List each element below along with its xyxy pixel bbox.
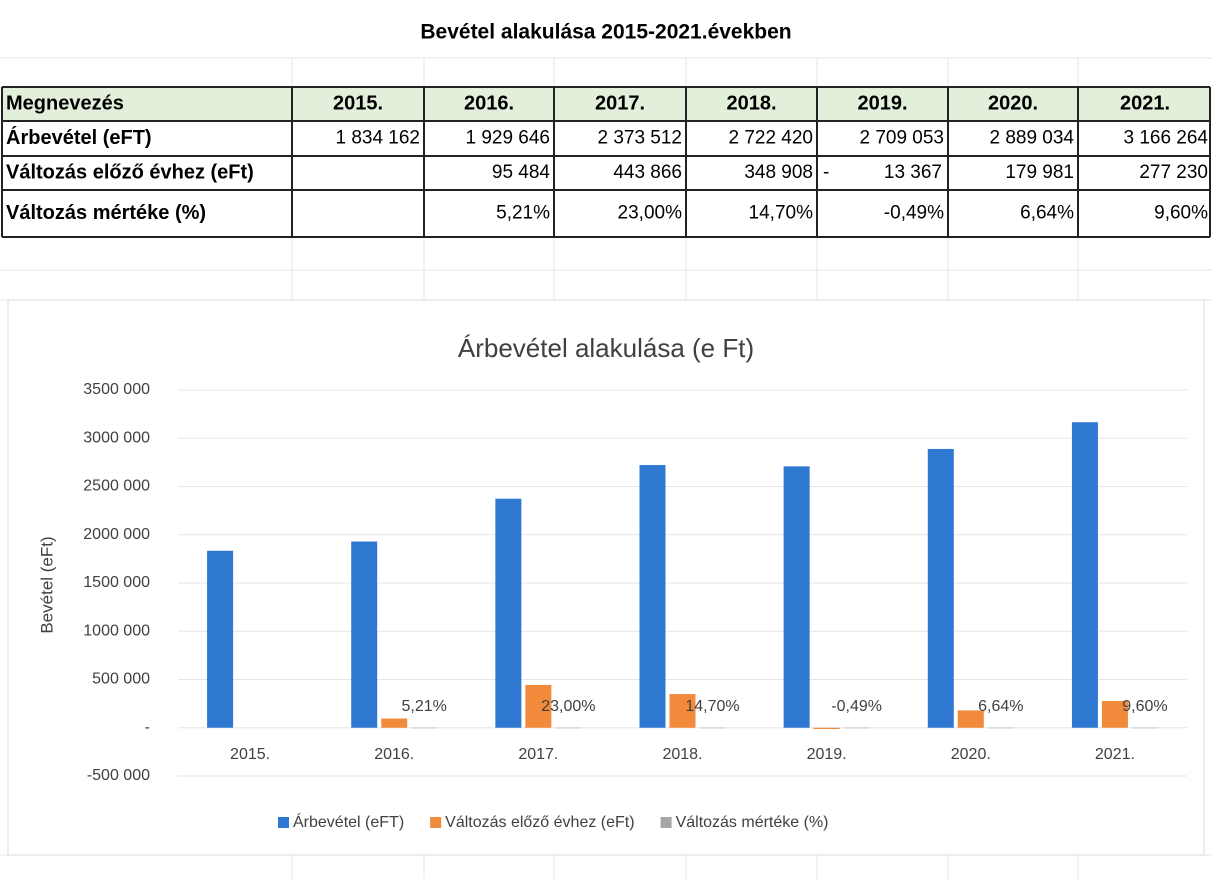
bar	[351, 541, 378, 728]
table-cell: 6,64%	[1020, 203, 1074, 224]
legend-label: Változás mértéke (%)	[676, 814, 829, 831]
y-tick-label: 3500 000	[83, 381, 150, 398]
data-label: 5,21%	[402, 698, 447, 715]
table-cell: 1 834 162	[335, 128, 420, 149]
x-tick-label: 2021.	[1095, 746, 1135, 763]
table-cell: 5,21%	[496, 203, 550, 224]
bar	[699, 727, 726, 729]
bar	[207, 550, 234, 728]
bar	[525, 684, 552, 728]
y-tick-label: 1500 000	[83, 574, 150, 591]
bar	[843, 727, 870, 729]
chart-area	[7, 299, 1205, 856]
bar	[957, 710, 984, 728]
table-cell: 443 866	[613, 162, 682, 183]
table-cell: Árbevétel (eFT)	[6, 126, 152, 149]
y-tick-label: 3000 000	[83, 429, 150, 446]
y-axis-title: Bevétel (eFt)	[37, 536, 56, 633]
y-tick-label: -	[145, 719, 150, 736]
table-header-cell: 2020.	[988, 92, 1038, 114]
table-header-cell: 2021.	[1120, 92, 1170, 114]
legend-swatch	[430, 817, 442, 828]
table-header-cell: 2015.	[333, 92, 383, 114]
table-cell: 348 908	[744, 162, 813, 183]
data-label: 6,64%	[978, 698, 1023, 715]
x-tick-label: 2020.	[951, 746, 991, 763]
chart-title: Árbevétel alakulása (e Ft)	[458, 333, 754, 363]
bar	[381, 718, 408, 728]
bar	[987, 727, 1014, 729]
bar	[783, 466, 810, 728]
table-cell: -0,49%	[884, 203, 944, 224]
table-cell: 13 367	[884, 162, 942, 183]
legend-swatch	[660, 817, 672, 828]
x-tick-label: 2016.	[374, 746, 414, 763]
table-header-cell: 2016.	[464, 92, 514, 114]
table-cell: 1 929 646	[465, 128, 550, 149]
table-header-cell: 2019.	[857, 92, 907, 114]
table-cell-sign: -	[823, 162, 829, 183]
bar	[927, 448, 954, 728]
table-title: Bevétel alakulása 2015-2021.években	[420, 21, 791, 44]
table-header-cell: Megnevezés	[6, 92, 124, 114]
table-cell: 179 981	[1005, 162, 1074, 183]
table-header-fill	[2, 87, 1210, 121]
bar	[1101, 700, 1128, 728]
bar	[639, 465, 666, 728]
bar	[813, 727, 840, 730]
table-cell: Változás előző évhez (eFt)	[6, 161, 254, 183]
table-cell: 2 709 053	[859, 128, 944, 149]
y-tick-label: 2500 000	[83, 478, 150, 495]
y-tick-label: 2000 000	[83, 526, 150, 543]
table-cell: 3 166 264	[1123, 128, 1208, 149]
table-cell: 277 230	[1139, 162, 1208, 183]
table-header-cell: 2018.	[726, 92, 776, 114]
x-tick-label: 2019.	[807, 746, 847, 763]
table-cell: 2 722 420	[728, 128, 813, 149]
table-cell: Változás mértéke (%)	[6, 202, 206, 224]
table-header-cell: 2017.	[595, 92, 645, 114]
table-cell: 23,00%	[618, 203, 683, 224]
y-tick-label: -500 000	[87, 767, 150, 784]
table-cell: 9,60%	[1154, 203, 1208, 224]
x-tick-label: 2018.	[662, 746, 702, 763]
y-tick-label: 1000 000	[83, 622, 150, 639]
bar	[1131, 727, 1158, 729]
legend-label: Változás előző évhez (eFt)	[445, 814, 634, 831]
table-cell: 2 889 034	[989, 128, 1074, 149]
table-cell: 95 484	[492, 162, 551, 183]
legend-label: Árbevétel (eFT)	[293, 812, 404, 831]
data-label: 14,70%	[685, 698, 739, 715]
bar	[495, 498, 522, 728]
bar	[411, 727, 438, 729]
bar	[669, 694, 696, 728]
table-cell: 14,70%	[749, 203, 814, 224]
bar	[1071, 422, 1098, 728]
x-tick-label: 2017.	[518, 746, 558, 763]
data-label: 23,00%	[541, 698, 595, 715]
x-tick-label: 2015.	[230, 746, 270, 763]
table-cell: 2 373 512	[597, 128, 682, 149]
bar	[555, 727, 582, 729]
legend-swatch	[278, 817, 289, 828]
data-label: -0,49%	[831, 698, 882, 715]
data-label: 9,60%	[1122, 698, 1167, 715]
y-tick-label: 500 000	[92, 671, 150, 688]
